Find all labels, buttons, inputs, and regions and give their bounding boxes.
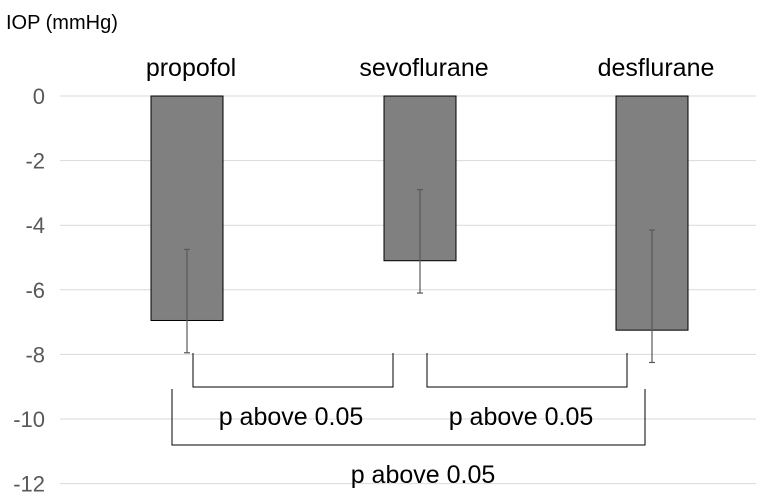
y-tick-labels: 0 -2 -4 -6 -8 -10 -12 (13, 84, 45, 494)
y-tick-label: -4 (25, 213, 45, 238)
y-tick-label: -10 (13, 407, 45, 432)
error-bars (184, 189, 655, 364)
comparison-bracket (192, 353, 394, 388)
category-label-sevoflurane: sevoflurane (359, 54, 488, 82)
comparison-bracket (171, 389, 646, 446)
category-label-desflurane: desflurane (598, 54, 715, 82)
comparison-bracket (426, 353, 628, 388)
y-tick-label: -8 (25, 342, 45, 367)
comparison-label: p above 0.05 (351, 461, 496, 489)
y-tick-label: 0 (33, 84, 45, 109)
category-labels: propofol sevoflurane desflurane (146, 54, 715, 82)
category-label-propofol: propofol (146, 54, 236, 82)
y-tick-label: -2 (25, 149, 45, 174)
significance-brackets: p above 0.05 p above 0.05 p above 0.05 (171, 353, 646, 489)
y-tick-label: -6 (25, 278, 45, 303)
comparison-label: p above 0.05 (449, 403, 594, 431)
y-axis-label: IOP (mmHg) (6, 12, 118, 34)
y-tick-label: -12 (13, 472, 45, 494)
comparison-label: p above 0.05 (219, 403, 364, 431)
